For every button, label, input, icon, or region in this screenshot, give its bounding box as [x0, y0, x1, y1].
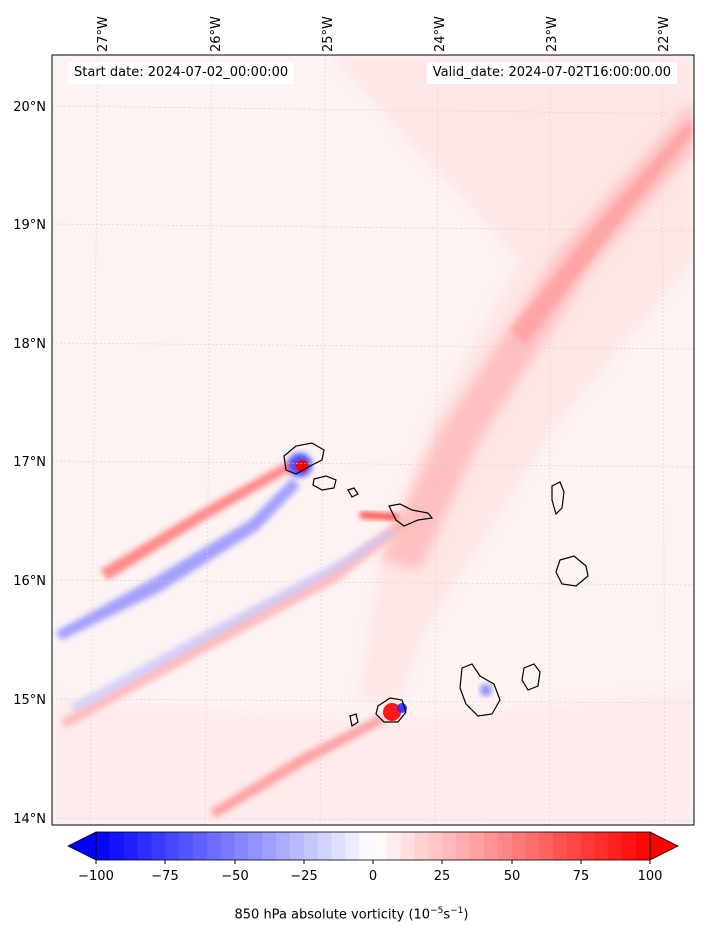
- colorbar-ticks: −100 −75 −50 −25 0 25 50 75 100: [78, 860, 662, 884]
- lon-label: 27°W: [96, 16, 111, 52]
- lat-label: 14°N: [13, 812, 46, 827]
- colorbar-segment: [622, 832, 637, 860]
- colorbar-segment: [373, 832, 388, 860]
- cbar-tick-label: 50: [504, 869, 521, 884]
- colorbar-segment: [331, 832, 346, 860]
- colorbar-segment: [317, 832, 333, 860]
- colorbar-segment: [539, 832, 554, 860]
- lon-label: 26°W: [209, 16, 224, 52]
- colorbar-title-exp2: −1: [450, 906, 464, 916]
- colorbar-segment: [179, 832, 194, 860]
- colorbar-segment: [511, 832, 526, 860]
- lat-label: 18°N: [13, 337, 46, 352]
- colorbar-segment: [289, 832, 305, 860]
- colorbar-segment: [386, 832, 402, 860]
- longitude-labels: 27°W 26°W 25°W 24°W 23°W 22°W: [96, 16, 672, 52]
- colorbar-segment: [123, 832, 139, 860]
- lon-label: 25°W: [321, 16, 336, 52]
- colorbar-segment: [566, 832, 582, 860]
- colorbar-segment: [248, 832, 263, 860]
- colorbar-segment: [428, 832, 443, 860]
- colorbar-segment: [192, 832, 208, 860]
- cbar-tick-label: 0: [369, 869, 377, 884]
- colorbar-segment: [580, 832, 596, 860]
- colorbar-segment: [442, 832, 457, 860]
- lon-label: 23°W: [545, 16, 560, 52]
- latitude-labels: 20°N 19°N 18°N 17°N 16°N 15°N 14°N: [13, 100, 46, 827]
- colorbar-segment: [414, 832, 429, 860]
- colorbar-segment: [469, 832, 485, 860]
- colorbar-segment: [456, 832, 471, 860]
- colorbar: −100 −75 −50 −25 0 25 50 75 100: [67, 831, 679, 884]
- lat-label: 17°N: [13, 455, 46, 470]
- lat-label: 20°N: [13, 100, 46, 115]
- colorbar-segment: [220, 832, 236, 860]
- valid-date-label: Valid_date: 2024-07-02T16:00:00.00: [426, 62, 677, 84]
- colorbar-segment: [109, 832, 125, 860]
- colorbar-segment: [137, 832, 152, 860]
- colorbar-segment: [525, 832, 540, 860]
- colorbar-title-main: 850 hPa absolute vorticity (10: [234, 907, 431, 923]
- colorbar-min-extend: [67, 831, 97, 861]
- colorbar-segment: [400, 832, 416, 860]
- cbar-tick-label: −50: [221, 869, 248, 884]
- cbar-tick-label: 100: [638, 869, 663, 884]
- colorbar-segment: [594, 832, 610, 860]
- colorbar-title: 850 hPa absolute vorticity (10−5s−1): [0, 906, 703, 922]
- lon-label: 24°W: [433, 16, 448, 52]
- colorbar-segment: [497, 832, 513, 860]
- colorbar-gradient: [96, 832, 651, 860]
- colorbar-segment: [206, 832, 222, 860]
- gridlines: [52, 55, 694, 825]
- colorbar-segment: [96, 832, 111, 860]
- colorbar-segment: [262, 832, 277, 860]
- colorbar-segment: [151, 832, 166, 860]
- vorticity-field: [52, 55, 694, 825]
- map-frame: [51, 54, 695, 826]
- cbar-tick-label: 75: [573, 869, 590, 884]
- colorbar-title-end: ): [463, 907, 469, 923]
- colorbar-segment: [234, 832, 249, 860]
- colorbar-segment: [608, 832, 623, 860]
- colorbar-segment: [553, 832, 568, 860]
- colorbar-segment: [483, 832, 499, 860]
- colorbar-segment: [165, 832, 180, 860]
- colorbar-title-exp1: −5: [430, 906, 444, 916]
- island-coastlines: [283, 442, 589, 727]
- cbar-tick-label: 25: [434, 869, 451, 884]
- lon-label: 22°W: [657, 16, 672, 52]
- cbar-tick-label: −100: [78, 869, 114, 884]
- start-date-label: Start date: 2024-07-02_00:00:00: [68, 62, 295, 84]
- colorbar-segment: [276, 832, 291, 860]
- lat-label: 15°N: [13, 693, 46, 708]
- colorbar-segment: [345, 832, 360, 860]
- colorbar-segment: [636, 832, 651, 860]
- cbar-tick-label: −75: [151, 869, 178, 884]
- colorbar-max-extend: [649, 831, 679, 861]
- colorbar-segment: [359, 832, 374, 860]
- lat-label: 19°N: [13, 218, 46, 233]
- cbar-tick-label: −25: [290, 869, 317, 884]
- colorbar-title-mid: s: [443, 907, 451, 923]
- lat-label: 16°N: [13, 574, 46, 589]
- colorbar-segment: [303, 832, 319, 860]
